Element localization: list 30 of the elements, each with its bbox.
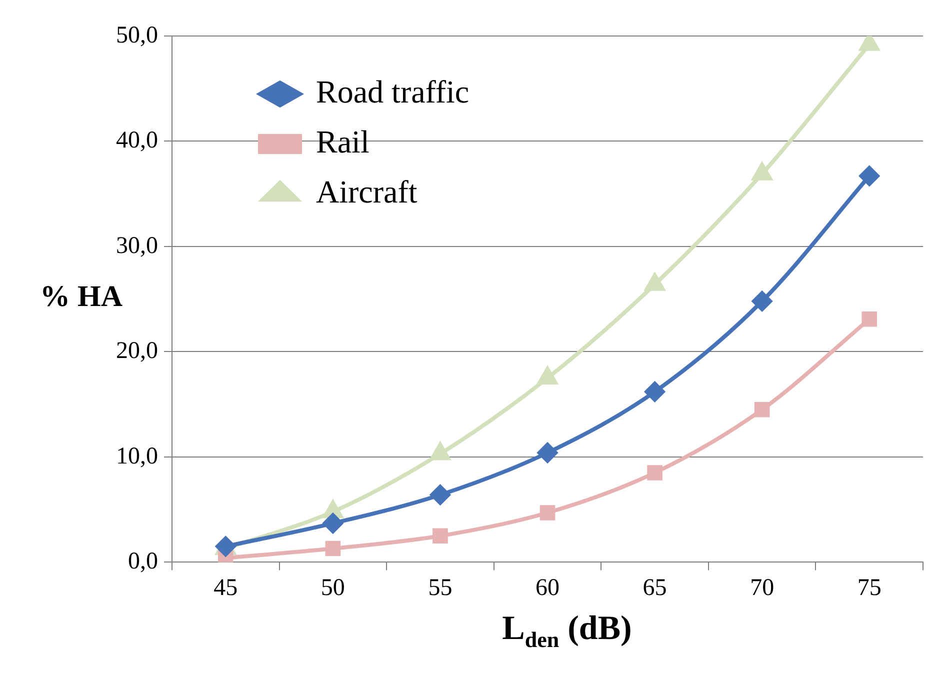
x-axis-title: L$_{den}$ (dB) [501,610,633,653]
y-tick-label: 40,0 [116,128,158,154]
point [647,465,662,480]
y-tick-label: 10,0 [116,443,158,470]
point [754,402,770,418]
point [859,166,880,186]
legend-label: Road traffic [316,73,470,110]
y-tick-label: 0,0 [128,548,158,574]
legend-label: Rail [316,123,370,160]
point [538,442,558,463]
point [862,311,878,327]
x-tick-label: 70 [750,574,774,601]
x-tick-label: 55 [428,574,452,601]
x-tick-label: 50 [320,574,345,601]
point [322,513,343,534]
point [430,484,450,505]
y-tick-label: 50,0 [116,22,158,48]
legend-label: Aircraft [316,173,418,210]
x-tick-label: 60 [536,574,560,601]
point [752,291,772,312]
y-tick-label: 20,0 [116,338,158,364]
point [540,505,556,520]
point [644,382,665,402]
x-tick-label: 65 [642,574,667,601]
x-tick-label: 45 [214,574,238,601]
point [325,540,341,556]
y-axis-title: % HA [40,280,122,314]
y-tick-label: 30,0 [116,232,158,259]
x-tick-label: 75 [857,574,882,601]
point [432,528,448,544]
